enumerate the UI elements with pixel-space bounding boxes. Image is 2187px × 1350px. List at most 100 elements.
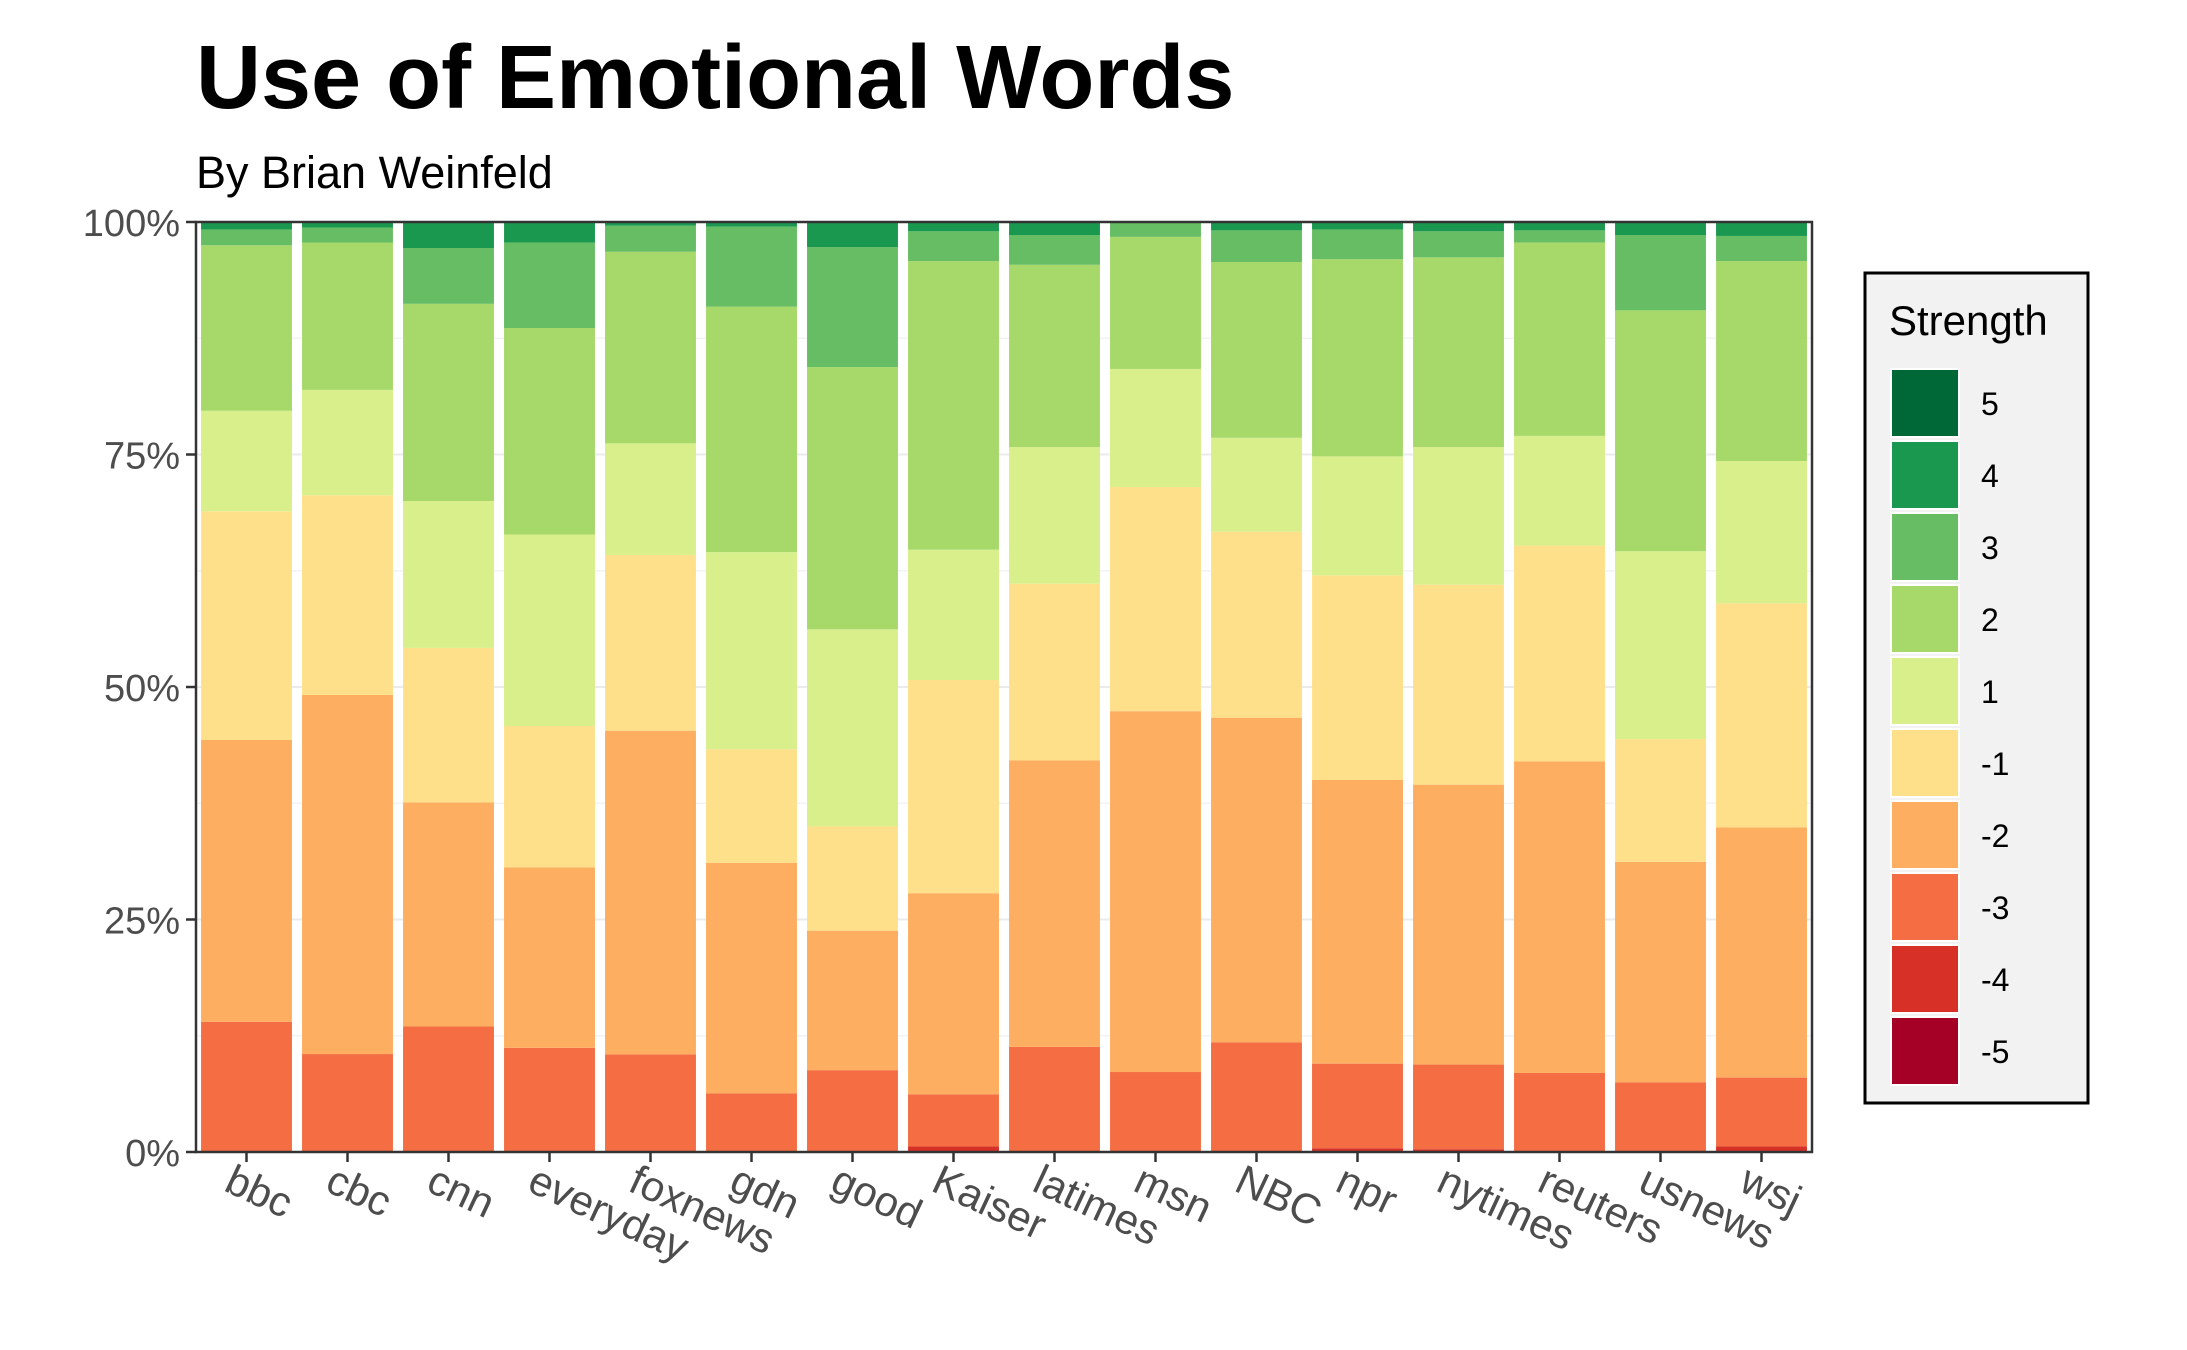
bar-segment-latimes-1	[1009, 447, 1100, 584]
bar-segment-everyday--1	[504, 726, 595, 868]
bar-segment-reuters-2	[1514, 242, 1605, 436]
bar-segment-msn--1	[1110, 487, 1201, 712]
bar-segment-Kaiser--4	[908, 1146, 999, 1152]
bar-segment-nytimes-4	[1413, 222, 1504, 232]
bar-segment-foxnews-1	[605, 443, 696, 555]
bar-segment-latimes--3	[1009, 1046, 1100, 1152]
bar-segment-reuters-3	[1514, 230, 1605, 243]
bar-segment-wsj-2	[1716, 261, 1807, 462]
bar-segment-reuters--3	[1514, 1072, 1605, 1152]
bar-segment-cbc-2	[302, 242, 393, 390]
bar-segment-nytimes-2	[1413, 257, 1504, 448]
bar-segment-cbc-1	[302, 389, 393, 496]
bar-segment-cnn--2	[403, 802, 494, 1027]
bar-segment-everyday--2	[504, 867, 595, 1048]
bar-segment-latimes-3	[1009, 235, 1100, 265]
y-tick-label: 75%	[104, 436, 180, 478]
bar-segment-usnews-4	[1615, 222, 1706, 236]
bar-segment-bbc--1	[201, 511, 292, 741]
bar-segment-wsj--1	[1716, 603, 1807, 828]
bar-segment-latimes--2	[1009, 760, 1100, 1047]
bar-segment-good-2	[807, 367, 898, 630]
legend-key-5	[1890, 368, 1960, 438]
bar-segment-npr--1	[1312, 575, 1403, 780]
bar-segment-wsj-1	[1716, 461, 1807, 604]
legend-key-1	[1890, 656, 1960, 726]
bar-segment-nytimes-1	[1413, 447, 1504, 585]
legend-title: Strength	[1889, 297, 2048, 344]
bar-segment-bbc--3	[201, 1021, 292, 1152]
bar-segment-usnews--3	[1615, 1082, 1706, 1152]
bar-segment-wsj--2	[1716, 827, 1807, 1078]
bar-segment-foxnews--1	[605, 554, 696, 731]
bar-segment-bbc-4	[201, 222, 292, 230]
bar-segment-msn-1	[1110, 368, 1201, 488]
bar-segment-npr--4	[1312, 1148, 1403, 1152]
bar-segment-NBC--3	[1211, 1042, 1302, 1152]
bar-segment-gdn-2	[706, 306, 797, 553]
x-tick-label-Kaiser: Kaiser	[926, 1156, 1054, 1249]
legend-label--2: -2	[1981, 818, 2009, 854]
bar-segment-Kaiser--2	[908, 893, 999, 1095]
bar-segment-foxnews-2	[605, 251, 696, 444]
bar-segment-good-1	[807, 629, 898, 827]
x-tick-label-good: good	[825, 1156, 930, 1238]
bar-segment-NBC--1	[1211, 531, 1302, 718]
y-tick-label: 100%	[83, 203, 180, 245]
legend-key--2	[1890, 800, 1960, 870]
bar-segment-everyday-2	[504, 328, 595, 535]
bar-segment-Kaiser--3	[908, 1094, 999, 1147]
x-tick-label-cnn: cnn	[421, 1156, 502, 1227]
bar-segment-gdn-3	[706, 226, 797, 307]
bar-segment-msn-2	[1110, 236, 1201, 369]
bar-segment-bbc-2	[201, 245, 292, 411]
legend-key--1	[1890, 728, 1960, 798]
bar-segment-cbc-4	[302, 222, 393, 228]
bar-segment-nytimes--4	[1413, 1149, 1504, 1152]
bar-segment-npr-3	[1312, 229, 1403, 260]
legend: Strength 5 4 3 2 1 -1 -2 -3 -4 -5	[1863, 271, 2090, 1105]
bar-segment-cnn-1	[403, 501, 494, 648]
bar-segment-npr-4	[1312, 222, 1403, 230]
bar-segment-good-4	[807, 222, 898, 248]
bar-segment-gdn-1	[706, 552, 797, 750]
y-axis: 0% 25% 50% 75% 100%	[83, 203, 196, 1175]
legend-label--5: -5	[1981, 1034, 2009, 1070]
bar-segment-foxnews-4	[605, 222, 696, 226]
bar-segment-cbc--1	[302, 495, 393, 695]
bar-segment-nytimes-3	[1413, 231, 1504, 258]
legend-key--3	[1890, 872, 1960, 942]
bar-segment-NBC-1	[1211, 437, 1302, 532]
y-tick-label: 25%	[104, 901, 180, 943]
bar-segment-reuters-4	[1514, 222, 1605, 231]
bar-segment-everyday-4	[504, 222, 595, 243]
x-tick-label-NBC: NBC	[1229, 1156, 1329, 1236]
bar-segment-wsj-4	[1716, 222, 1807, 236]
bar-segment-cnn-2	[403, 303, 494, 501]
bar-segment-NBC-3	[1211, 230, 1302, 262]
bar-segment-everyday-1	[504, 534, 595, 727]
bar-segment-bbc-3	[201, 229, 292, 246]
bar-segment-foxnews-3	[605, 225, 696, 252]
bar-segment-msn--2	[1110, 711, 1201, 1073]
bar-segment-Kaiser-2	[908, 261, 999, 550]
bar-segment-foxnews--3	[605, 1054, 696, 1152]
bar-segment-everyday-3	[504, 242, 595, 329]
legend-label--1: -1	[1981, 746, 2009, 782]
bar-segment-latimes-2	[1009, 264, 1100, 448]
legend-label-1: 1	[1981, 674, 1999, 710]
bar-segment-bbc-1	[201, 410, 292, 512]
bar-segment-Kaiser-4	[908, 222, 999, 232]
bar-segment-latimes-4	[1009, 222, 1100, 236]
legend-label--3: -3	[1981, 890, 2009, 926]
bar-segment-gdn-4	[706, 222, 797, 227]
bars	[201, 222, 1807, 1152]
bar-segment-msn-3	[1110, 222, 1201, 237]
chart-subtitle: By Brian Weinfeld	[196, 147, 553, 198]
bar-segment-cnn--1	[403, 647, 494, 803]
bar-segment-NBC--2	[1211, 717, 1302, 1043]
bar-segment-nytimes--1	[1413, 584, 1504, 785]
bar-segment-usnews-1	[1615, 551, 1706, 740]
legend-label--4: -4	[1981, 962, 2009, 998]
